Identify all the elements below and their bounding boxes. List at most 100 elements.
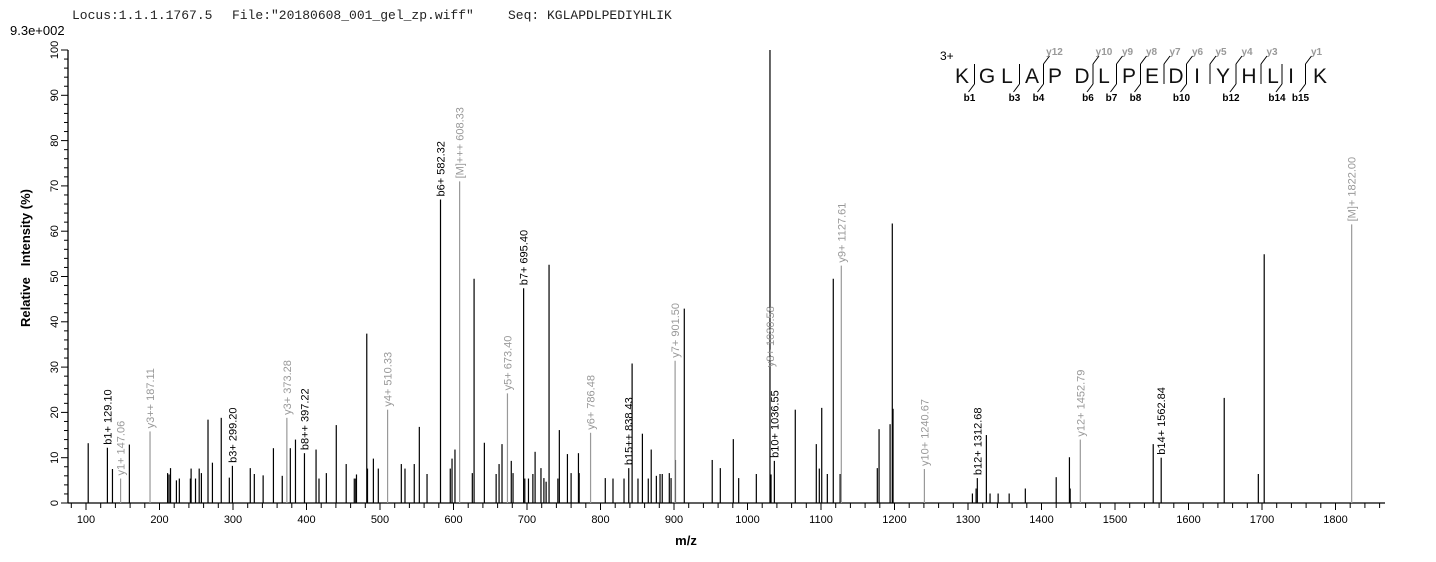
residue: H	[1241, 65, 1256, 88]
b-ion-label: b4	[1033, 93, 1045, 104]
y-tick-label: 10	[49, 452, 61, 464]
header-file: File:"20180608_001_gel_zp.wiff"	[232, 8, 474, 23]
y-ion-bracket	[1116, 55, 1123, 65]
peak-label: y10+ 1240.67	[919, 399, 931, 466]
y-ion-label: y5	[1215, 47, 1227, 58]
x-tick-label: 1000	[735, 514, 759, 526]
residue: K	[955, 65, 969, 88]
axes: 100 200 300 400 500 600 700 800 900 1000 1100 1200 1…	[49, 41, 1385, 526]
residue: A	[1025, 65, 1039, 88]
fragment-map: 3+ K G L A P D L P E D I Y H L I Kb1 b3 b4 b6 b7 b8 b10 b12 b14…	[940, 47, 1327, 104]
peak-label: b7+ 695.40	[519, 230, 531, 285]
x-tick-label: 800	[591, 514, 609, 526]
y-ion-label: y7	[1169, 47, 1181, 58]
peaks	[87, 50, 1353, 503]
peak-label: b12+ 1312.68	[972, 407, 984, 475]
intensity-scale: 9.3e+002	[10, 23, 65, 38]
b-ion-bracket	[1086, 83, 1094, 93]
b-ion-label: b3	[1009, 93, 1021, 104]
charge-state: 3+	[940, 49, 954, 63]
y-ion-label: y1	[1311, 47, 1323, 58]
y-ion-bracket	[1043, 55, 1050, 65]
peak-label: y3+ 373.28	[282, 360, 294, 415]
y-ion-label: y9	[1122, 47, 1134, 58]
y-axis-label: Relative Intensity (%)	[18, 189, 33, 327]
x-tick-label: 1100	[809, 514, 833, 526]
y-ion-label: y12	[1046, 47, 1063, 58]
y-tick-label: 80	[49, 134, 61, 146]
b-ion-bracket	[1013, 83, 1020, 93]
residue: L	[1001, 65, 1013, 88]
b-ion-bracket	[1275, 83, 1283, 93]
residue: E	[1145, 65, 1159, 88]
peak-label: y1+ 147.06	[116, 421, 128, 476]
b-ion-bracket	[1110, 83, 1117, 93]
x-tick-label: 100	[77, 514, 95, 526]
x-tick-label: 900	[665, 514, 683, 526]
peak-label: b1+ 129.10	[102, 389, 114, 444]
peak-label: b8++ 397.22	[299, 388, 311, 450]
y-ion-label: y6	[1192, 47, 1204, 58]
b-ion-label: b6	[1082, 93, 1094, 104]
header-seq: Seq: KGLAPDLPEDIYHLIK	[508, 8, 672, 23]
b-ion-bracket	[1299, 83, 1306, 93]
y-ion-bracket	[1163, 55, 1171, 65]
residue: P	[1048, 65, 1062, 88]
b-ion-bracket	[1134, 83, 1141, 93]
b-ion-label: b10	[1173, 93, 1191, 104]
x-tick-label: 600	[444, 514, 462, 526]
residue: D	[1074, 65, 1089, 88]
peak-label: y5+ 673.40	[502, 336, 514, 391]
y-tick-label: 100	[49, 41, 61, 59]
peak-label: b10+ 1036.55	[769, 390, 781, 458]
peak-label: b3+ 299.20	[227, 407, 239, 462]
peak-label: y4+ 510.33	[383, 352, 395, 407]
b-ion-label: b8	[1130, 93, 1142, 104]
x-tick-label: 200	[150, 514, 168, 526]
b-ion-bracket	[1229, 83, 1237, 93]
residue: L	[1098, 65, 1110, 88]
header-locus: Locus:1.1.1.1767.5	[72, 8, 212, 23]
b-ion-bracket	[1180, 83, 1187, 93]
y-ion-bracket	[1140, 55, 1147, 65]
y-ion-bracket	[1305, 55, 1312, 65]
residue: Y	[1216, 65, 1230, 88]
x-tick-label: 400	[297, 514, 315, 526]
y-tick-label: 50	[49, 270, 61, 282]
x-tick-label: 1400	[1029, 514, 1053, 526]
x-tick-label: 700	[518, 514, 536, 526]
peak-label: b15++ 838.43	[624, 397, 636, 465]
residue: K	[1313, 65, 1327, 88]
x-tick-label: 1500	[1103, 514, 1127, 526]
residue: P	[1122, 65, 1136, 88]
y-tick-label: 30	[49, 361, 61, 373]
b-ion-label: b12	[1222, 93, 1240, 104]
peak-label: [M]+++ 608.33	[455, 107, 467, 178]
b-ion-label: b14	[1268, 93, 1286, 104]
y-tick-label: 90	[49, 89, 61, 101]
y-tick-label: 0	[49, 500, 61, 506]
b-ion-bracket	[1037, 83, 1044, 93]
y-ion-label: y4	[1241, 47, 1253, 58]
peak-label: [M]+ 1822.00	[1347, 157, 1359, 222]
y-ion-label: y10	[1096, 47, 1113, 58]
y-ion-bracket	[1235, 55, 1243, 65]
peak-label: b6+ 582.32	[436, 141, 448, 196]
peak-label: y6+ 786.48	[586, 375, 598, 430]
peak-label: b14+ 1562.84	[1156, 387, 1168, 455]
y-ion-label: y3	[1266, 47, 1278, 58]
y-ion-bracket	[1092, 55, 1100, 65]
residue: I	[1288, 65, 1294, 88]
residue: D	[1168, 65, 1183, 88]
peak-label: y9+ 1127.61	[836, 203, 848, 263]
b-ion-label: b7	[1106, 93, 1118, 104]
y-ion-bracket	[1209, 55, 1217, 65]
y-ion-bracket	[1186, 55, 1193, 65]
peak-label: y3++ 187.11	[145, 368, 157, 428]
x-tick-label: 1700	[1250, 514, 1274, 526]
residue: I	[1194, 65, 1200, 88]
x-tick-label: 500	[371, 514, 389, 526]
residue: L	[1267, 65, 1279, 88]
